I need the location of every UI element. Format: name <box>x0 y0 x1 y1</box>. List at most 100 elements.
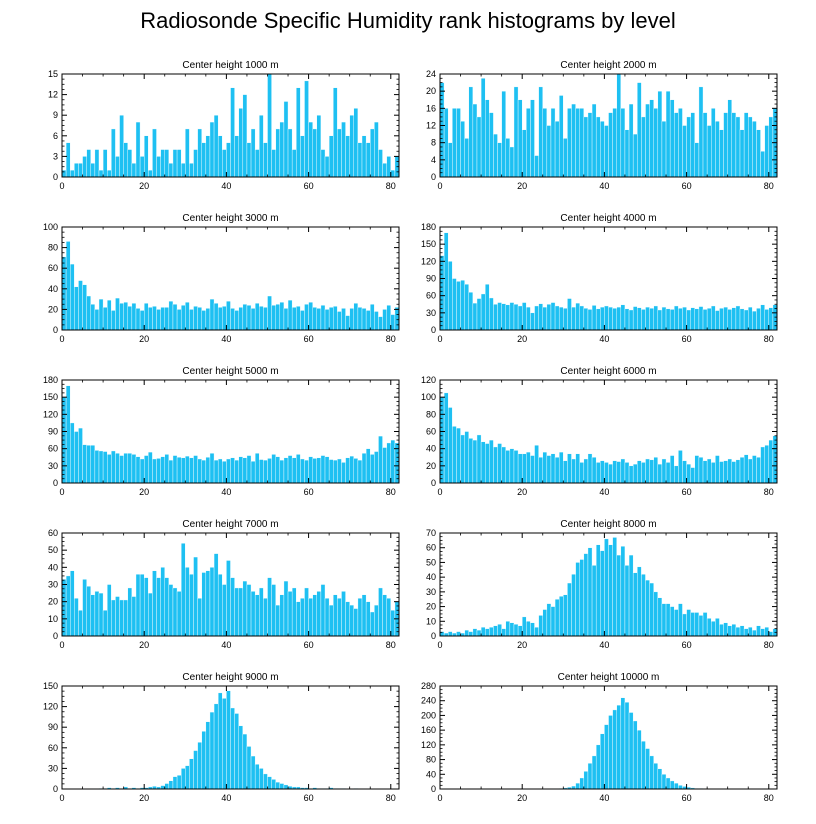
histogram-bar <box>86 295 91 331</box>
histogram-bar <box>197 307 202 331</box>
histogram-bar <box>337 458 342 484</box>
histogram-bar <box>193 556 198 637</box>
histogram-bar <box>448 261 453 331</box>
y-tick-label: 30 <box>426 587 436 597</box>
histogram-bar <box>505 450 511 484</box>
histogram-bar <box>678 108 683 178</box>
histogram-bar <box>172 149 178 178</box>
histogram-bar <box>674 609 679 637</box>
histogram-bar <box>185 765 190 790</box>
histogram-bar <box>575 782 580 790</box>
histogram-bar <box>756 457 761 484</box>
histogram-bar <box>234 459 239 484</box>
histogram-bar <box>271 584 276 637</box>
x-tick-label: 20 <box>517 181 527 191</box>
histogram-bar <box>468 86 474 178</box>
y-tick-label: 60 <box>48 528 58 538</box>
histogram-bar <box>74 163 79 178</box>
histogram-bar <box>94 450 100 484</box>
histogram-bar <box>743 454 749 484</box>
histogram-bar <box>279 783 285 790</box>
histogram-bar <box>353 608 359 637</box>
histogram-bar <box>94 591 100 637</box>
histogram-bar <box>550 302 556 331</box>
histogram-bar <box>390 439 396 484</box>
histogram-bar <box>489 439 494 484</box>
histogram-bar <box>123 453 128 484</box>
histogram-bar <box>567 108 572 178</box>
y-tick-label: 120 <box>421 256 436 266</box>
x-tick-label: 60 <box>682 334 692 344</box>
y-tick-label: 4 <box>431 155 436 165</box>
histogram-bar <box>657 463 663 484</box>
x-tick-label: 20 <box>139 181 149 191</box>
histogram-bar <box>102 149 108 178</box>
histogram-bar <box>300 310 305 331</box>
histogram-bar <box>390 314 396 331</box>
histogram-bar <box>649 459 654 484</box>
histogram-bar <box>386 156 391 178</box>
histogram-bar <box>595 744 601 790</box>
histogram-bar <box>143 455 149 484</box>
histogram-bar <box>439 255 445 331</box>
histogram-bar <box>661 121 667 178</box>
histogram-bar <box>706 308 712 331</box>
histogram-bar <box>378 316 383 331</box>
histogram-bar <box>575 453 580 484</box>
histogram-bar <box>628 712 634 790</box>
histogram-bar <box>291 307 297 331</box>
histogram-bar <box>65 385 71 484</box>
histogram-bar <box>193 306 198 331</box>
x-tick-label: 40 <box>221 181 231 191</box>
histogram-bar <box>542 609 548 637</box>
histogram-bar <box>476 298 482 331</box>
histogram-bar <box>263 142 268 178</box>
histogram-bar <box>550 606 556 637</box>
histogram-bar <box>226 458 231 484</box>
histogram-bar <box>489 297 494 331</box>
histogram-bar <box>624 701 630 790</box>
histogram-bar <box>711 462 716 484</box>
histogram-bar <box>735 305 741 331</box>
histogram-bar <box>238 725 244 790</box>
histogram-panel: Center height 4000 m 0 20 40 60 80 0 30 60 90 120 1… <box>421 213 778 344</box>
histogram-bar <box>324 598 330 637</box>
histogram-bar <box>246 142 252 178</box>
histogram-bar <box>250 308 256 331</box>
histogram-bar <box>768 631 774 637</box>
histogram-bar <box>300 458 305 484</box>
histogram-bar <box>119 303 124 331</box>
histogram-bar <box>723 622 728 637</box>
histogram-bar <box>333 459 338 484</box>
histogram-bar <box>526 108 531 178</box>
histogram-bar <box>554 457 560 484</box>
histogram-bar <box>115 156 120 178</box>
histogram-bar <box>674 782 679 790</box>
histogram-bar <box>180 768 186 790</box>
histogram-bar <box>361 453 367 484</box>
histogram-bar <box>279 121 285 178</box>
histogram-bar <box>501 628 506 637</box>
histogram-bar <box>349 114 354 178</box>
histogram-bar <box>312 594 318 637</box>
histogram-bar <box>164 149 170 178</box>
histogram-bar <box>250 128 256 178</box>
x-tick-label: 80 <box>386 640 396 650</box>
histogram-bar <box>719 129 724 178</box>
histogram-bar <box>209 567 215 637</box>
histogram-bar <box>513 86 519 178</box>
histogram-bar <box>250 461 256 484</box>
x-tick-label: 0 <box>59 181 64 191</box>
histogram-bar <box>739 308 745 331</box>
histogram-bar <box>661 774 667 790</box>
histogram-bar <box>497 624 502 637</box>
histogram-bar <box>176 775 182 790</box>
histogram-bar <box>538 457 543 484</box>
histogram-bar <box>678 308 683 331</box>
histogram-bar <box>624 308 630 331</box>
histogram-bar <box>287 128 293 178</box>
histogram-bar <box>152 458 157 484</box>
histogram-bar <box>727 625 732 637</box>
histogram-bar <box>743 112 749 178</box>
histogram-bar <box>591 103 597 178</box>
